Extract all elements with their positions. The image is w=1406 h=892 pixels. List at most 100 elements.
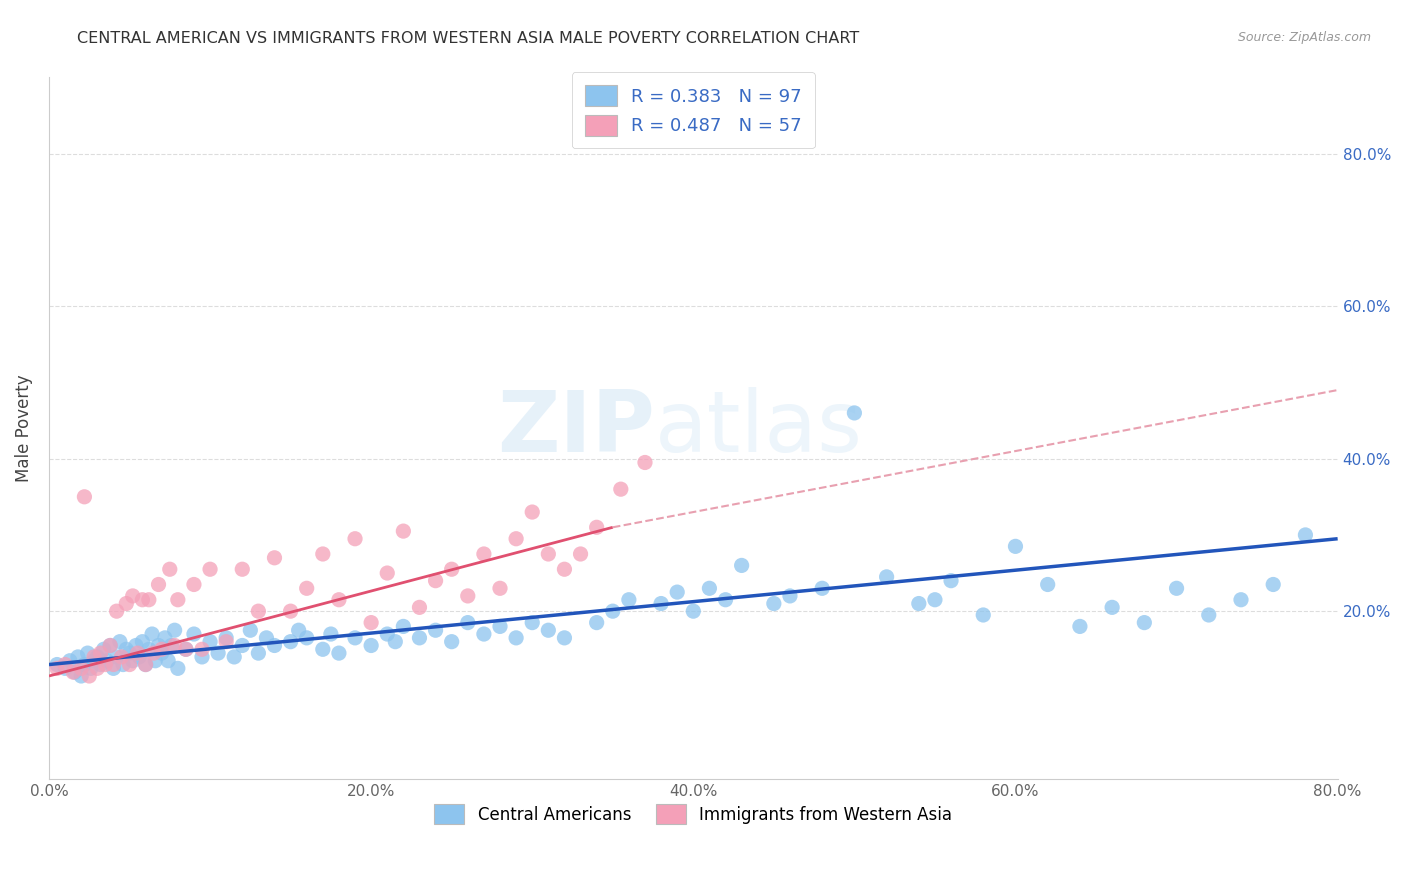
Point — [160, 639, 183, 653]
Point — [569, 547, 592, 561]
Point — [80, 661, 103, 675]
Point — [59, 654, 82, 668]
Point — [263, 550, 285, 565]
Point — [63, 665, 86, 680]
Point — [166, 661, 188, 675]
Point — [408, 631, 430, 645]
Text: atlas: atlas — [655, 386, 863, 470]
Point — [98, 639, 121, 653]
Point — [86, 649, 108, 664]
Point — [375, 627, 398, 641]
Point — [153, 631, 176, 645]
Point — [110, 649, 132, 664]
Point — [89, 646, 111, 660]
Point — [53, 657, 76, 672]
Point — [699, 582, 721, 596]
Point — [666, 585, 689, 599]
Point — [105, 604, 128, 618]
Point — [247, 646, 270, 660]
Point — [505, 631, 527, 645]
Point — [163, 624, 186, 638]
Point — [191, 642, 214, 657]
Point — [121, 589, 143, 603]
Point — [94, 657, 117, 672]
Point — [714, 592, 737, 607]
Point — [585, 520, 607, 534]
Point — [392, 524, 415, 538]
Point — [174, 642, 197, 657]
Point — [157, 654, 180, 668]
Point — [505, 532, 527, 546]
Point — [150, 646, 173, 660]
Point — [135, 657, 157, 672]
Point — [762, 597, 785, 611]
Point — [215, 634, 238, 648]
Point — [344, 532, 367, 546]
Point — [972, 607, 994, 622]
Point — [295, 631, 318, 645]
Point — [328, 646, 350, 660]
Point — [312, 547, 335, 561]
Point — [280, 634, 302, 648]
Point — [585, 615, 607, 630]
Point — [83, 654, 105, 668]
Point — [70, 661, 93, 675]
Point — [876, 570, 898, 584]
Point — [115, 642, 138, 657]
Point — [118, 657, 141, 672]
Point — [125, 639, 148, 653]
Point — [375, 566, 398, 580]
Point — [844, 406, 866, 420]
Point — [143, 654, 166, 668]
Point — [650, 597, 672, 611]
Point — [215, 631, 238, 645]
Point — [207, 646, 229, 660]
Point — [159, 562, 181, 576]
Point — [489, 619, 512, 633]
Point — [198, 562, 221, 576]
Point — [1101, 600, 1123, 615]
Point — [360, 639, 382, 653]
Point — [142, 646, 165, 660]
Point — [553, 562, 575, 576]
Point — [224, 649, 246, 664]
Point — [408, 600, 430, 615]
Point — [617, 592, 640, 607]
Point — [138, 592, 160, 607]
Point — [939, 574, 962, 588]
Point — [263, 639, 285, 653]
Point — [682, 604, 704, 618]
Point — [247, 604, 270, 618]
Point — [634, 455, 657, 469]
Point — [141, 627, 163, 641]
Point — [148, 639, 170, 653]
Point — [70, 669, 93, 683]
Point — [537, 547, 560, 561]
Point — [908, 597, 931, 611]
Point — [174, 642, 197, 657]
Point — [344, 631, 367, 645]
Point — [328, 592, 350, 607]
Point — [457, 615, 479, 630]
Y-axis label: Male Poverty: Male Poverty — [15, 375, 32, 482]
Point — [779, 589, 801, 603]
Point — [150, 642, 173, 657]
Point — [425, 574, 447, 588]
Point — [118, 646, 141, 660]
Point — [392, 619, 415, 633]
Text: ZIP: ZIP — [496, 386, 655, 470]
Point — [239, 624, 262, 638]
Point — [472, 627, 495, 641]
Point — [1198, 607, 1220, 622]
Point — [610, 482, 633, 496]
Point — [440, 634, 463, 648]
Point — [77, 669, 100, 683]
Point — [730, 558, 752, 573]
Point — [295, 582, 318, 596]
Point — [254, 631, 277, 645]
Point — [472, 547, 495, 561]
Point — [86, 661, 108, 675]
Point — [1263, 577, 1285, 591]
Point — [360, 615, 382, 630]
Point — [191, 649, 214, 664]
